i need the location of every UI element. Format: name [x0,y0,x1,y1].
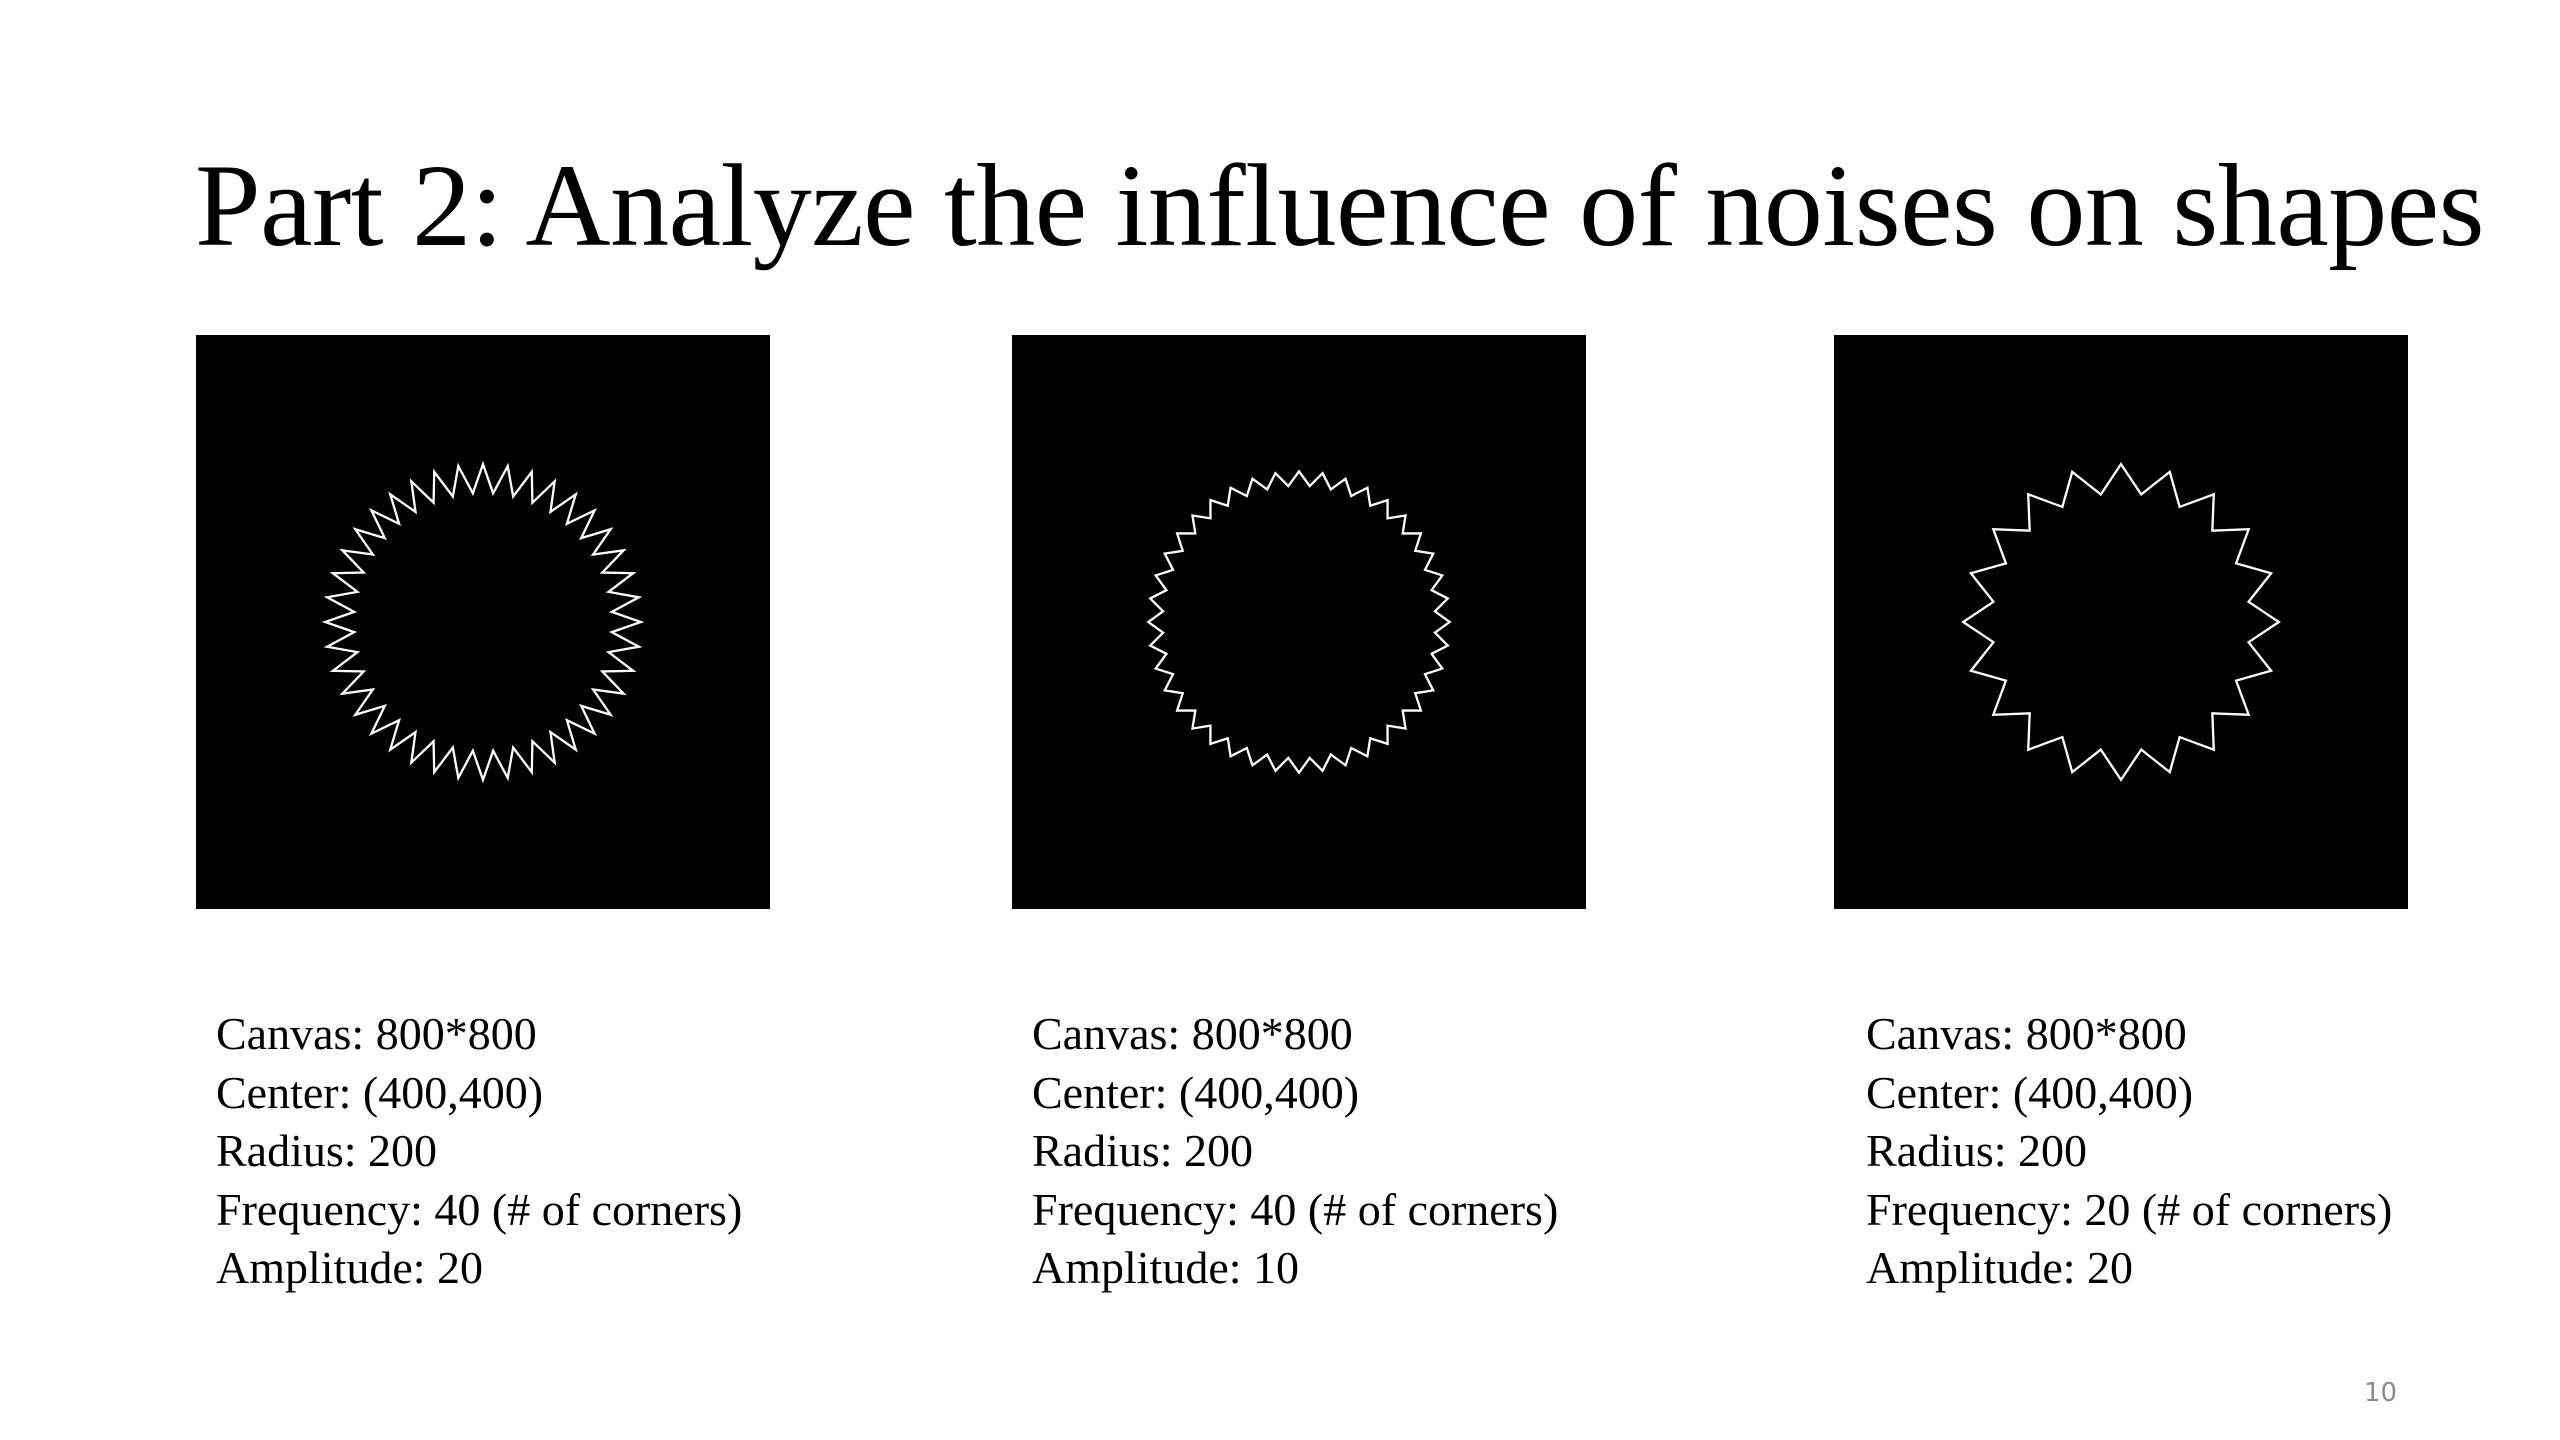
radius-label: Radius: 200 [216,1125,438,1176]
noisy-circle-panel-1 [196,335,770,909]
amplitude-label: Amplitude: 10 [1032,1242,1300,1293]
noisy-circle-shape-1 [321,460,645,784]
center-label: Center: (400,400) [216,1066,544,1118]
radius-label: Radius: 200 [1032,1125,1254,1176]
canvas-size-label: Canvas: 800*800 [216,1008,537,1059]
amplitude-label: Amplitude: 20 [1866,1242,2134,1293]
parameters-caption-1: Canvas: 800*800 Center: (400,400) Radius… [216,1005,742,1298]
noisy-circle-canvas-1 [321,460,645,784]
noisy-circle-canvas-2 [1146,469,1452,775]
slide-title: Part 2: Analyze the influence of noises … [195,140,2485,271]
frequency-label: Frequency: 20 (# of corners) [1866,1183,2393,1235]
noisy-circle-canvas-3 [1961,462,2281,782]
amplitude-label: Amplitude: 20 [216,1242,484,1293]
frequency-label: Frequency: 40 (# of corners) [1032,1183,1559,1235]
parameters-caption-2: Canvas: 800*800 Center: (400,400) Radius… [1032,1005,1558,1298]
noisy-circle-shape-3 [1961,462,2281,782]
page-number: 10 [2364,1378,2398,1408]
center-label: Center: (400,400) [1032,1066,1360,1118]
noisy-circle-panel-2 [1012,335,1586,909]
canvas-size-label: Canvas: 800*800 [1866,1008,2187,1059]
parameters-caption-3: Canvas: 800*800 Center: (400,400) Radius… [1866,1005,2392,1298]
noisy-circle-panel-3 [1834,335,2408,909]
canvas-size-label: Canvas: 800*800 [1032,1008,1353,1059]
center-label: Center: (400,400) [1866,1066,2194,1118]
frequency-label: Frequency: 40 (# of corners) [216,1183,743,1235]
noisy-circle-shape-2 [1146,469,1452,775]
radius-label: Radius: 200 [1866,1125,2088,1176]
